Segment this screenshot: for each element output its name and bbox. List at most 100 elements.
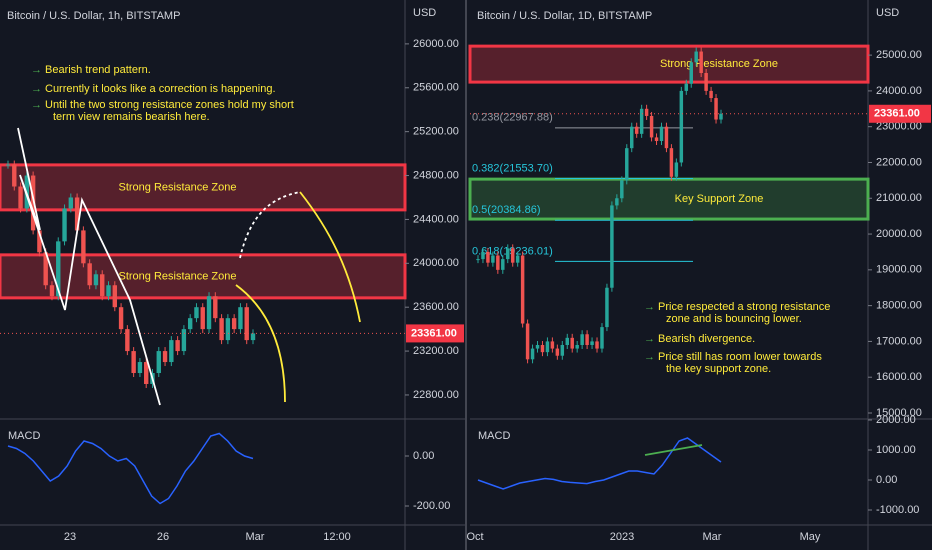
x-tick-label: 12:00	[323, 531, 351, 543]
note-text: zone and is bouncing lower.	[666, 313, 802, 325]
fib-label: 0.238(22967.88)	[472, 112, 553, 124]
candle	[30, 175, 36, 231]
candle	[37, 230, 42, 253]
candle	[156, 351, 161, 374]
zone-label: Strong Resistance Zone	[118, 270, 236, 282]
candle	[225, 318, 231, 341]
candle	[535, 344, 540, 349]
candle	[187, 318, 193, 330]
annotation-arrow	[299, 191, 361, 323]
x-tick-label: Mar	[246, 531, 265, 543]
candle	[560, 344, 565, 356]
candle	[206, 296, 212, 330]
macd-tick-label: 1000.00	[876, 444, 916, 456]
candle	[18, 186, 23, 209]
candle	[699, 51, 703, 74]
candle	[709, 90, 713, 99]
zone-label: Strong Resistance Zone	[118, 181, 236, 193]
candle	[250, 333, 256, 341]
zone-label: Strong Resistance Zone	[660, 58, 778, 70]
note-bullet: →	[644, 301, 655, 313]
candle	[575, 344, 579, 349]
candle	[112, 285, 117, 308]
candle	[570, 337, 574, 349]
candle	[595, 341, 599, 349]
candle	[175, 340, 180, 352]
candle	[200, 307, 205, 330]
candle	[540, 344, 545, 353]
candle	[194, 307, 199, 319]
annotation-arrow	[644, 444, 703, 456]
fib-label: 0.5(20384.86)	[472, 204, 541, 216]
currency: USD	[413, 7, 436, 19]
y-tick-label: 24800.00	[413, 169, 459, 181]
candle	[605, 287, 609, 328]
candle	[496, 255, 500, 270]
chart-title: Bitcoin / U.S. Dollar, 1h, BITSTAMP	[7, 10, 180, 22]
candle	[219, 318, 224, 341]
candle	[644, 108, 649, 116]
candle	[476, 259, 480, 261]
y-tick-label: 15000.00	[876, 407, 922, 419]
x-tick-label: Oct	[466, 531, 483, 543]
chart-title: Bitcoin / U.S. Dollar, 1D, BITSTAMP	[477, 10, 652, 22]
candle	[694, 51, 698, 63]
candle	[131, 351, 136, 374]
macd-tick-label: 0.00	[413, 450, 434, 462]
note-bullet: →	[644, 351, 655, 363]
candle	[510, 248, 515, 263]
candle	[87, 263, 92, 286]
candle	[49, 285, 55, 297]
candle	[501, 259, 505, 270]
candle	[93, 274, 99, 286]
y-tick-label: 24400.00	[413, 213, 459, 225]
candle	[639, 108, 644, 134]
note-text: Bearish divergence.	[658, 333, 755, 345]
macd-tick-label: -200.00	[413, 500, 450, 512]
candle	[5, 164, 11, 166]
candle	[520, 255, 525, 324]
candle	[719, 113, 723, 120]
y-tick-label: 23600.00	[413, 301, 459, 313]
candle	[610, 205, 614, 288]
candle	[231, 318, 237, 330]
candle	[684, 83, 689, 91]
candle	[674, 162, 679, 177]
candle	[106, 285, 111, 297]
candle	[43, 252, 48, 286]
currency: USD	[876, 7, 899, 19]
candle	[162, 351, 168, 363]
y-tick-label: 22000.00	[876, 156, 922, 168]
candle	[12, 164, 17, 187]
candle	[144, 362, 149, 384]
candle	[679, 90, 684, 163]
candle	[669, 148, 674, 177]
candle	[545, 341, 550, 353]
y-tick-label: 25200.00	[413, 126, 459, 138]
candle	[555, 348, 560, 356]
note-text: term view remains bearish here.	[53, 111, 210, 123]
macd-label: MACD	[478, 430, 510, 442]
candle	[590, 341, 594, 345]
candle	[615, 198, 619, 206]
candle	[56, 241, 61, 297]
price-tag-label: 23361.00	[411, 327, 457, 339]
note-bullet: →	[31, 83, 42, 95]
price-tag-label: 23361.00	[874, 108, 920, 120]
candle	[714, 98, 718, 120]
price-tag	[406, 324, 464, 343]
note-bullet: →	[31, 99, 42, 111]
y-tick-label: 24000.00	[413, 257, 459, 269]
x-tick-label: 23	[64, 531, 76, 543]
candle	[81, 230, 86, 264]
candle	[486, 251, 490, 263]
note-bullet: →	[31, 64, 42, 76]
macd-line	[477, 437, 722, 490]
note-bullet: →	[644, 333, 655, 345]
candle	[659, 126, 664, 142]
note-text: Price still has room lower towards	[658, 351, 822, 363]
annotation-arrow	[235, 284, 286, 403]
candle	[689, 62, 693, 84]
